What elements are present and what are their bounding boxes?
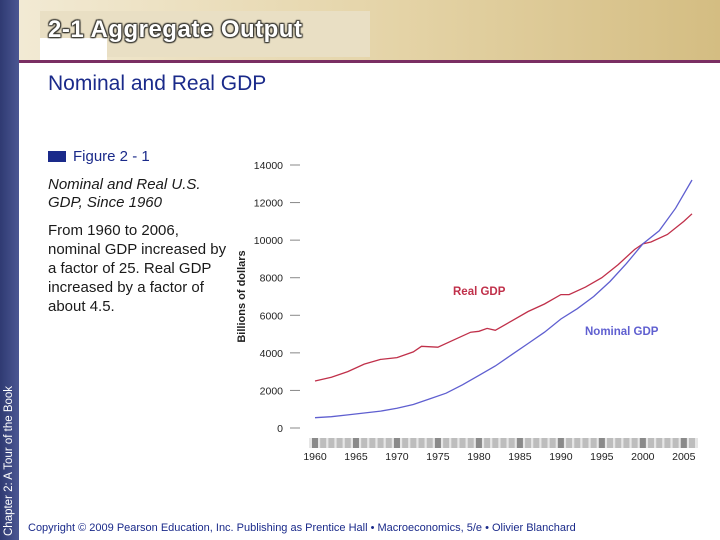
- x-tick-label: 2005: [672, 451, 696, 460]
- x-axis-year-mark: [492, 438, 499, 448]
- x-axis-year-mark: [689, 438, 695, 448]
- x-axis-year-mark: [451, 438, 458, 448]
- y-tick-label: 4000: [260, 348, 284, 360]
- y-tick-label: 6000: [260, 310, 284, 322]
- x-tick-label: 1980: [467, 451, 491, 460]
- x-axis-year-mark: [361, 438, 368, 448]
- page-title: 2-1 Aggregate Output: [48, 16, 303, 43]
- x-axis-year-mark: [418, 438, 425, 448]
- x-axis-year-mark: [320, 438, 327, 448]
- x-axis-year-mark: [426, 438, 433, 448]
- x-tick-label: 1965: [344, 451, 368, 460]
- figure-marker: [48, 151, 66, 162]
- x-axis-year-mark: [664, 438, 671, 448]
- real-gdp-label: Real GDP: [453, 286, 506, 298]
- chapter-sidebar: Chapter 2: A Tour of the Book: [0, 0, 19, 540]
- x-axis-year-mark: [369, 438, 376, 448]
- x-axis-year-mark: [402, 438, 409, 448]
- chapter-label: Chapter 2: A Tour of the Book: [3, 385, 15, 536]
- y-axis-label: Billions of dollars: [236, 250, 248, 342]
- title-tab: [40, 38, 107, 60]
- header-rule: [19, 60, 720, 63]
- slide-subtitle: Nominal and Real GDP: [48, 72, 267, 95]
- x-axis-major-mark: [434, 438, 441, 448]
- x-axis-major-mark: [680, 438, 687, 448]
- x-axis-year-mark: [648, 438, 655, 448]
- figure-label: Figure 2 - 1: [73, 148, 150, 165]
- x-axis-year-mark: [459, 438, 466, 448]
- x-axis-year-mark: [541, 438, 548, 448]
- y-tick-label: 12000: [254, 198, 283, 210]
- gdp-chart: Billions of dollars 0 2000 4000 6000 8000 1000…: [236, 160, 698, 460]
- y-tick-label: 0: [277, 423, 283, 435]
- x-axis-year-mark: [443, 438, 450, 448]
- nominal-gdp-line: [314, 179, 693, 419]
- x-axis-year-mark: [336, 438, 343, 448]
- x-axis-year-mark: [549, 438, 556, 448]
- x-axis-year-mark: [631, 438, 638, 448]
- x-axis-year-mark: [525, 438, 532, 448]
- real-gdp-line: [314, 213, 693, 382]
- copyright-notice: Copyright © 2009 Pearson Education, Inc.…: [28, 522, 576, 534]
- x-axis-major-mark: [475, 438, 482, 448]
- x-axis-year-mark: [484, 438, 491, 448]
- x-axis-year-mark: [607, 438, 614, 448]
- x-axis-year-mark: [533, 438, 540, 448]
- x-tick-label: 2000: [631, 451, 655, 460]
- x-axis-year-mark: [500, 438, 507, 448]
- x-axis-major-mark: [312, 438, 318, 448]
- x-axis-year-mark: [656, 438, 663, 448]
- x-axis-major-mark: [639, 438, 646, 448]
- y-tick-label: 2000: [260, 385, 284, 397]
- x-axis-major-mark: [393, 438, 400, 448]
- x-axis-year-mark: [385, 438, 392, 448]
- x-axis-year-mark: [377, 438, 384, 448]
- x-axis-major-mark: [352, 438, 359, 448]
- x-tick-label: 1960: [303, 451, 327, 460]
- y-tick-label: 10000: [254, 235, 283, 247]
- x-axis-major-mark: [598, 438, 605, 448]
- x-axis-year-mark: [328, 438, 335, 448]
- nominal-gdp-label: Nominal GDP: [585, 326, 659, 338]
- x-axis-year-mark: [623, 438, 630, 448]
- x-tick-label: 1975: [426, 451, 450, 460]
- x-axis-year-mark: [574, 438, 581, 448]
- x-tick-label: 1990: [549, 451, 573, 460]
- x-axis-major-mark: [557, 438, 564, 448]
- x-axis-year-mark: [344, 438, 351, 448]
- x-tick-label: 1995: [590, 451, 614, 460]
- x-axis-year-mark: [410, 438, 417, 448]
- y-tick-label: 14000: [254, 160, 283, 172]
- x-tick-label: 1970: [385, 451, 409, 460]
- x-axis-year-mark: [582, 438, 589, 448]
- x-axis-year-mark: [508, 438, 515, 448]
- x-axis-major-mark: [516, 438, 523, 448]
- x-axis-year-mark: [615, 438, 622, 448]
- figure-description: From 1960 to 2006, nominal GDP increased…: [48, 222, 227, 315]
- x-tick-label: 1985: [508, 451, 532, 460]
- x-axis-year-mark: [467, 438, 474, 448]
- figure-caption: Nominal and Real U.S. GDP, Since 1960: [48, 176, 201, 211]
- y-tick-label: 8000: [260, 273, 284, 285]
- x-axis-year-mark: [590, 438, 597, 448]
- x-axis-year-mark: [672, 438, 679, 448]
- x-axis-year-mark: [566, 438, 573, 448]
